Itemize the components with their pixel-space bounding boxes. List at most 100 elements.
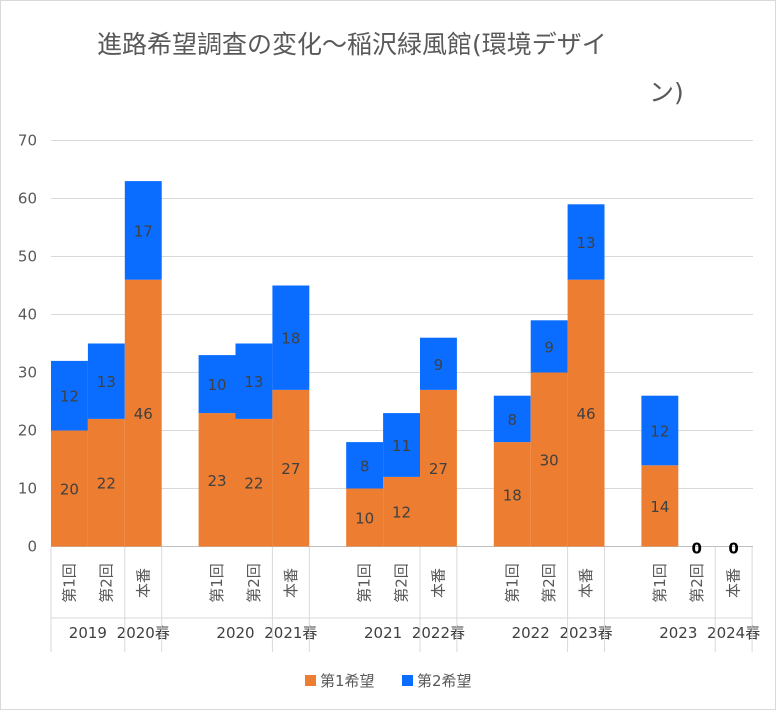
data-label-first-choice: 30 [540,452,559,470]
bar-second-choice [493,395,531,443]
bar-second-choice [530,320,568,373]
bar-first-choice [87,418,125,547]
bar-first-choice [272,389,310,547]
data-label-second-choice: 9 [544,338,554,356]
data-label-first-choice: 27 [281,460,300,478]
data-label-second-choice: 11 [392,437,411,455]
bar-second-choice [87,343,125,419]
bar-first-choice [420,389,457,547]
chart-title: 進路希望調査の変化～稲沢緑風館(環境デザイ ン) [97,30,684,107]
group-year-label: 2023 [659,624,697,642]
y-tick-label: 20 [18,422,37,440]
group-spring-label: 2024春 [707,624,760,642]
legend-swatch-second-choice [402,675,413,686]
bar-first-choice [235,418,273,547]
category-label: 第1回 [208,563,226,603]
y-tick-label: 10 [18,480,37,498]
group-year-label: 2022 [512,624,550,642]
chart-title-line-2: ン) [649,78,684,107]
data-label-second-choice: 9 [434,356,444,374]
data-label-second-choice: 8 [360,457,370,475]
bar-second-choice [124,181,162,280]
legend-label-first-choice: 第1希望 [320,672,375,690]
data-label-first-choice: 27 [429,460,448,478]
group-year-label: 2019 [69,624,107,642]
category-label: 第2回 [688,563,706,603]
y-tick-label: 0 [27,538,37,556]
data-label-first-choice: 22 [97,475,116,493]
category-label: 第1回 [651,563,669,603]
bar-second-choice [383,413,420,477]
legend: 第1希望 第2希望 [305,672,472,690]
data-label-total-zero: 0 [692,540,702,558]
bar-first-choice [383,476,420,547]
data-label-second-choice: 12 [60,388,79,406]
data-label-second-choice: 13 [577,234,596,252]
category-label: 本番 [725,568,743,598]
bar-first-choice [567,279,605,547]
gridlines [51,140,753,547]
bar-second-choice [346,442,384,489]
bar-second-choice [235,343,273,419]
category-label: 第1回 [503,563,521,603]
bar-second-choice [272,285,310,390]
data-label-first-choice: 22 [244,475,263,493]
data-label-first-choice: 14 [650,498,669,516]
data-label-first-choice: 18 [503,486,522,504]
category-label: 第2回 [393,563,411,603]
bar-first-choice [51,430,88,547]
data-label-total-zero: 0 [728,540,738,558]
bar-first-choice [198,413,236,547]
data-label-second-choice: 8 [507,411,517,429]
legend-swatch-first-choice [305,675,316,686]
y-tick-label: 70 [18,132,37,150]
data-labels: 20 12 22 13 46 17 23 10 22 13 27 18 10 8 12 11 27 9 18 8 30 9… [60,222,739,557]
chart-title-line-1: 進路希望調査の変化～稲沢緑風館(環境デザイ [97,30,607,59]
group-year-label: 2021 [364,624,402,642]
bars [51,181,679,547]
legend-label-second-choice: 第2希望 [417,672,472,690]
category-label: 第2回 [245,563,263,603]
data-label-first-choice: 12 [392,504,411,522]
y-tick-label: 60 [18,190,37,208]
group-spring-label: 2023春 [559,624,612,642]
bar-second-choice [420,337,457,390]
bar-second-choice [198,355,236,414]
y-tick-label: 40 [18,306,37,324]
data-label-second-choice: 18 [281,330,300,348]
data-label-first-choice: 46 [134,405,153,423]
y-tick-label: 30 [18,364,37,382]
data-label-second-choice: 10 [208,376,227,394]
data-label-first-choice: 46 [577,405,596,423]
bar-first-choice [530,372,568,547]
bar-second-choice [641,395,679,466]
data-label-second-choice: 17 [134,222,153,240]
data-label-first-choice: 23 [208,472,227,490]
y-tick-label: 50 [18,248,37,266]
category-label: 本番 [429,568,447,598]
category-label: 第1回 [60,563,78,603]
category-label: 本番 [134,568,152,598]
category-label: 第1回 [356,563,374,603]
bar-first-choice [641,465,679,547]
data-label-second-choice: 13 [97,373,116,391]
bar-second-choice [567,204,605,280]
group-spring-label: 2021春 [264,624,317,642]
data-label-first-choice: 20 [60,481,79,499]
category-label: 第2回 [97,563,115,603]
group-spring-label: 2022春 [412,624,465,642]
group-year-label: 2020 [216,624,254,642]
category-label: 本番 [577,568,595,598]
data-label-second-choice: 13 [244,373,263,391]
bar-second-choice [51,360,88,431]
category-label: 本番 [282,568,300,598]
bar-first-choice [346,488,384,547]
data-label-second-choice: 12 [650,423,669,441]
group-spring-label: 2020春 [117,624,170,642]
data-label-first-choice: 10 [355,510,374,528]
bar-first-choice [493,442,531,547]
bar-first-choice [124,279,162,547]
